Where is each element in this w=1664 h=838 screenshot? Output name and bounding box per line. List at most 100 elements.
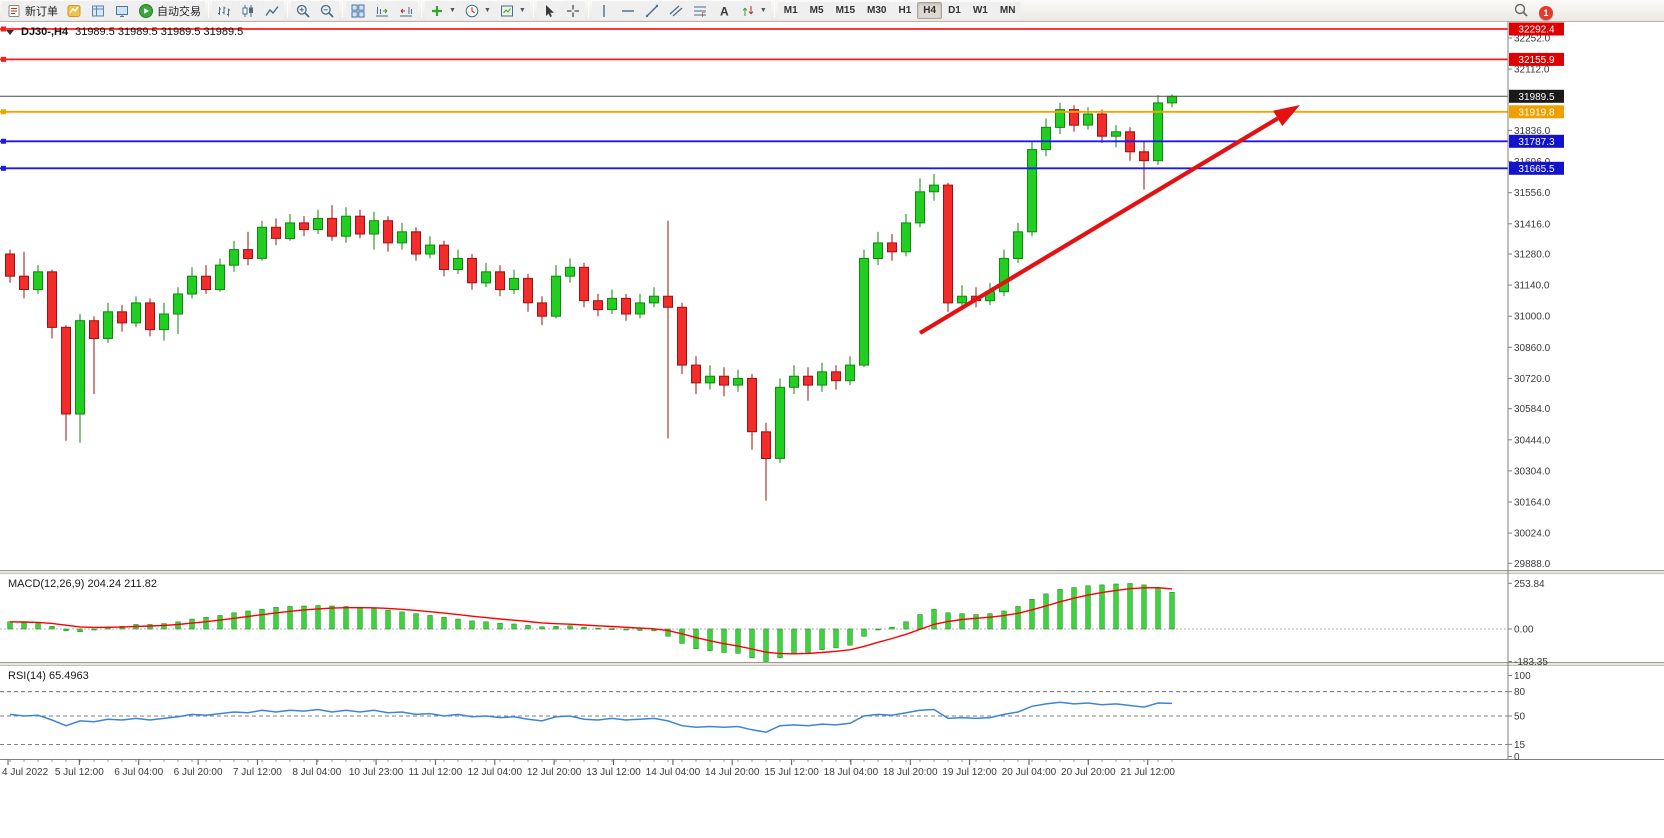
- horizontal-line-button[interactable]: [615, 1, 640, 20]
- macd-label: MACD(12,26,9) 204.24 211.82: [8, 578, 157, 590]
- chart-window: 4 Jul 2022 5 Jul 12:00 6 Jul 04:00 6 Jul 20…: [0, 22, 1664, 833]
- svg-text:6 Jul 20:00: 6 Jul 20:00: [174, 767, 223, 778]
- chart-shift-button[interactable]: [394, 1, 418, 20]
- svg-text:4 Jul 2022: 4 Jul 2022: [2, 767, 49, 778]
- zoom-in-button[interactable]: [291, 1, 315, 20]
- data-window-button[interactable]: [110, 1, 134, 20]
- level-lines[interactable]: [0, 26, 1508, 171]
- pane-separator[interactable]: [0, 570, 1664, 574]
- svg-text:32252.0: 32252.0: [1514, 34, 1551, 45]
- zoom-in-icon: [296, 4, 310, 18]
- ohlc-label: 31989.5 31989.5 31989.5 31989.5: [75, 26, 244, 38]
- svg-text:18 Jul 20:00: 18 Jul 20:00: [883, 767, 938, 778]
- svg-text:8 Jul 04:00: 8 Jul 04:00: [292, 767, 341, 778]
- notification-badge[interactable]: 1: [1539, 5, 1553, 20]
- bar-chart-button[interactable]: [212, 1, 236, 20]
- timeframe-button-m5[interactable]: M5: [803, 2, 830, 19]
- svg-text:F: F: [701, 12, 705, 19]
- time-axis[interactable]: 4 Jul 2022 5 Jul 12:00 6 Jul 04:00 6 Jul 20…: [0, 759, 1664, 779]
- svg-text:32292.4: 32292.4: [1518, 25, 1555, 36]
- periods-button[interactable]: ▼: [459, 1, 495, 20]
- timeframe-button-h4[interactable]: H4: [917, 2, 943, 19]
- chevron-down-icon: ▼: [759, 7, 767, 14]
- svg-text:50: 50: [1514, 712, 1526, 723]
- ohlc-bars-icon: [218, 6, 230, 16]
- line-chart-button[interactable]: [260, 1, 284, 20]
- timeframe-button-mn[interactable]: MN: [993, 2, 1022, 19]
- text-button[interactable]: A: [711, 1, 736, 20]
- timeframe-button-w1[interactable]: W1: [966, 2, 994, 19]
- price-badge: 32155.9: [1509, 52, 1564, 66]
- crosshair-button[interactable]: [560, 1, 585, 20]
- svg-text:A: A: [720, 4, 729, 18]
- chart-info-label: DJ30-,H4 31989.5 31989.5 31989.5 31989.5: [6, 26, 243, 38]
- auto-trading-button[interactable]: 自动交易: [134, 1, 205, 20]
- svg-text:31836.0: 31836.0: [1514, 126, 1551, 137]
- cursor-button[interactable]: [536, 1, 561, 20]
- charts-button[interactable]: [62, 1, 86, 20]
- indicators-button[interactable]: ▼: [425, 1, 460, 20]
- svg-text:30860.0: 30860.0: [1514, 343, 1551, 354]
- text-label-icon: A: [720, 4, 729, 18]
- svg-text:7 Jul 12:00: 7 Jul 12:00: [233, 767, 282, 778]
- timeframe-button-h1[interactable]: H1: [892, 2, 918, 19]
- chart-shift-icon: [400, 6, 412, 16]
- search-button[interactable]: [1513, 2, 1529, 23]
- chart-canvas[interactable]: 4 Jul 2022 5 Jul 12:00 6 Jul 04:00 6 Jul 20…: [0, 22, 1664, 833]
- svg-text:6 Jul 04:00: 6 Jul 04:00: [114, 767, 163, 778]
- auto-trading-play-icon: [139, 3, 153, 18]
- timeframe-button-d1[interactable]: D1: [942, 2, 967, 19]
- template-icon: [500, 5, 513, 16]
- timeframe-button-m30[interactable]: M30: [861, 2, 893, 19]
- svg-text:19 Jul 12:00: 19 Jul 12:00: [942, 767, 997, 778]
- toolbar-separator: [421, 3, 422, 18]
- price-badge: 31919.8: [1509, 105, 1564, 119]
- vertical-line-button[interactable]: [591, 1, 616, 20]
- chart-background[interactable]: [0, 22, 1664, 833]
- new-order-button-label: 新订单: [25, 5, 58, 18]
- timeframe-button-m15[interactable]: M15: [829, 2, 862, 19]
- vertical-line-icon: [603, 4, 605, 17]
- svg-text:-183.35: -183.35: [1514, 657, 1548, 668]
- svg-text:31416.0: 31416.0: [1514, 219, 1551, 230]
- new-order-button[interactable]: 新订单: [2, 1, 62, 20]
- toolbar-separator: [287, 3, 288, 18]
- timeframe-button-m1[interactable]: M1: [777, 2, 804, 19]
- svg-text:31140.0: 31140.0: [1514, 281, 1550, 292]
- svg-text:31556.0: 31556.0: [1514, 188, 1551, 199]
- chevron-down-icon: ▼: [483, 7, 491, 14]
- new-order-icon: [8, 4, 20, 17]
- channel-button[interactable]: [663, 1, 688, 20]
- auto-scroll-icon: [376, 6, 388, 16]
- svg-text:10 Jul 23:00: 10 Jul 23:00: [349, 767, 404, 778]
- templates-button[interactable]: ▼: [494, 1, 530, 20]
- candlestick-button[interactable]: [236, 1, 260, 20]
- report-icon: [92, 5, 104, 16]
- svg-text:5 Jul 12:00: 5 Jul 12:00: [55, 767, 104, 778]
- trendline-button[interactable]: [639, 1, 664, 20]
- svg-text:100: 100: [1514, 671, 1531, 682]
- svg-text:31280.0: 31280.0: [1514, 250, 1551, 261]
- svg-text:30304.0: 30304.0: [1514, 466, 1551, 477]
- trend-arrow[interactable]: [918, 105, 1300, 335]
- price-axis[interactable]: 32252.032112.031836.031696.031556.031416…: [1507, 22, 1564, 763]
- crosshair-icon: [566, 4, 579, 17]
- tile-windows-button[interactable]: [346, 1, 370, 20]
- auto-trading-button-label: 自动交易: [157, 5, 201, 18]
- fibonacci-button[interactable]: F: [687, 1, 712, 20]
- arrows-button[interactable]: ▼: [735, 1, 771, 20]
- quotes-icon: [67, 4, 81, 17]
- svg-text:80: 80: [1514, 687, 1526, 698]
- profiles-button[interactable]: [86, 1, 110, 20]
- pane-separator[interactable]: [0, 662, 1664, 666]
- svg-text:0.00: 0.00: [1514, 625, 1534, 636]
- svg-text:31665.5: 31665.5: [1518, 164, 1555, 175]
- svg-text:29888.0: 29888.0: [1514, 559, 1551, 570]
- price-badge: 32292.4: [1509, 22, 1564, 36]
- fibonacci-icon: F: [693, 6, 706, 19]
- candlesticks-icon: [242, 4, 253, 17]
- auto-scroll-button[interactable]: [370, 1, 394, 20]
- one-click-trading-toggle-icon[interactable]: [6, 29, 14, 35]
- svg-text:15: 15: [1514, 740, 1526, 751]
- zoom-out-button[interactable]: [315, 1, 339, 20]
